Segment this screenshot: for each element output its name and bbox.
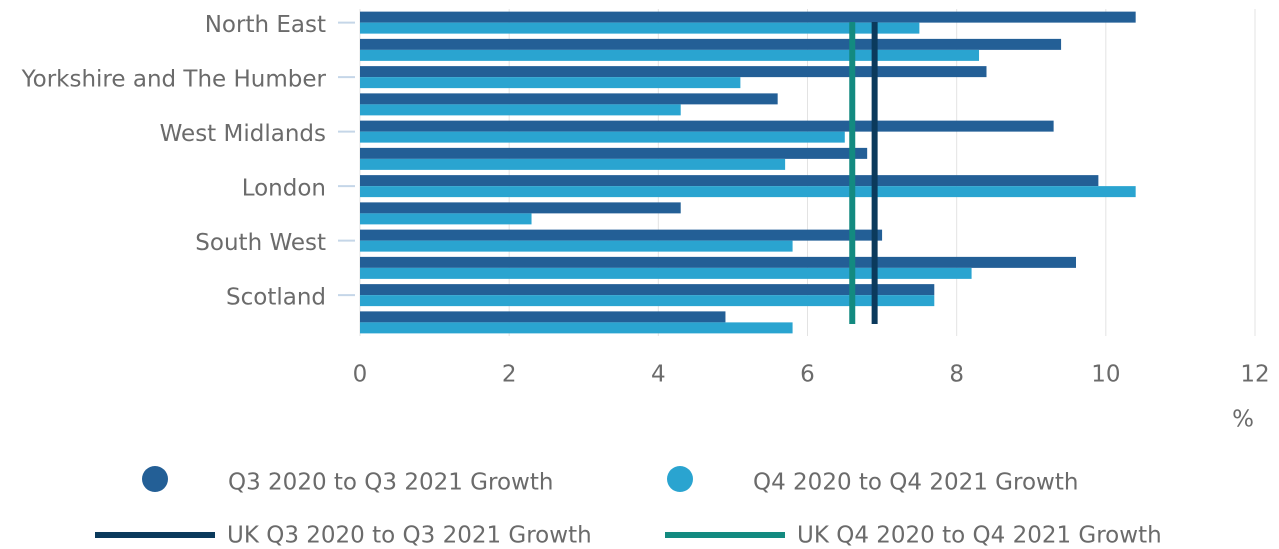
bar bbox=[360, 120, 1054, 132]
bar bbox=[360, 322, 793, 334]
bar bbox=[360, 49, 980, 61]
bar bbox=[360, 104, 681, 116]
x-tick-label: 12 bbox=[1240, 362, 1269, 388]
legend-label: Q3 2020 to Q3 2021 Growth bbox=[228, 470, 553, 496]
y-tick-label: North East bbox=[205, 12, 326, 38]
bar bbox=[360, 240, 793, 252]
bar bbox=[360, 131, 845, 143]
x-tick-label: 6 bbox=[800, 362, 815, 388]
legend-marker bbox=[142, 466, 168, 492]
y-tick-label: London bbox=[242, 176, 326, 202]
legend-label: Q4 2020 to Q4 2021 Growth bbox=[753, 470, 1078, 496]
bar bbox=[360, 295, 935, 307]
y-tick-label: West Midlands bbox=[160, 121, 326, 147]
bar bbox=[360, 213, 532, 225]
x-tick-label: 4 bbox=[651, 362, 666, 388]
legend-label: UK Q4 2020 to Q4 2021 Growth bbox=[797, 523, 1162, 549]
bar bbox=[360, 311, 726, 323]
bar bbox=[360, 158, 786, 170]
bar bbox=[360, 38, 1062, 50]
bar bbox=[360, 202, 681, 214]
x-tick-label: 2 bbox=[502, 362, 517, 388]
bar bbox=[360, 267, 972, 279]
bar bbox=[360, 256, 1076, 268]
x-tick-label: 0 bbox=[353, 362, 368, 388]
bar bbox=[360, 186, 1136, 198]
x-tick-label: 10 bbox=[1091, 362, 1120, 388]
bar bbox=[360, 175, 1099, 187]
legend-label: UK Q3 2020 to Q3 2021 Growth bbox=[227, 523, 592, 549]
x-tick-label: 8 bbox=[949, 362, 964, 388]
bar bbox=[360, 284, 935, 296]
bar bbox=[360, 77, 741, 89]
bar bbox=[360, 11, 1136, 23]
legend-marker bbox=[667, 466, 693, 492]
y-tick-label: Scotland bbox=[226, 285, 326, 311]
y-tick-label: South West bbox=[195, 230, 326, 256]
bar bbox=[360, 93, 778, 105]
bar bbox=[360, 22, 920, 34]
bar bbox=[360, 66, 987, 78]
x-axis-label: % bbox=[1232, 407, 1254, 433]
y-tick-label: Yorkshire and The Humber bbox=[21, 67, 327, 93]
bar bbox=[360, 147, 868, 159]
bar bbox=[360, 229, 883, 241]
